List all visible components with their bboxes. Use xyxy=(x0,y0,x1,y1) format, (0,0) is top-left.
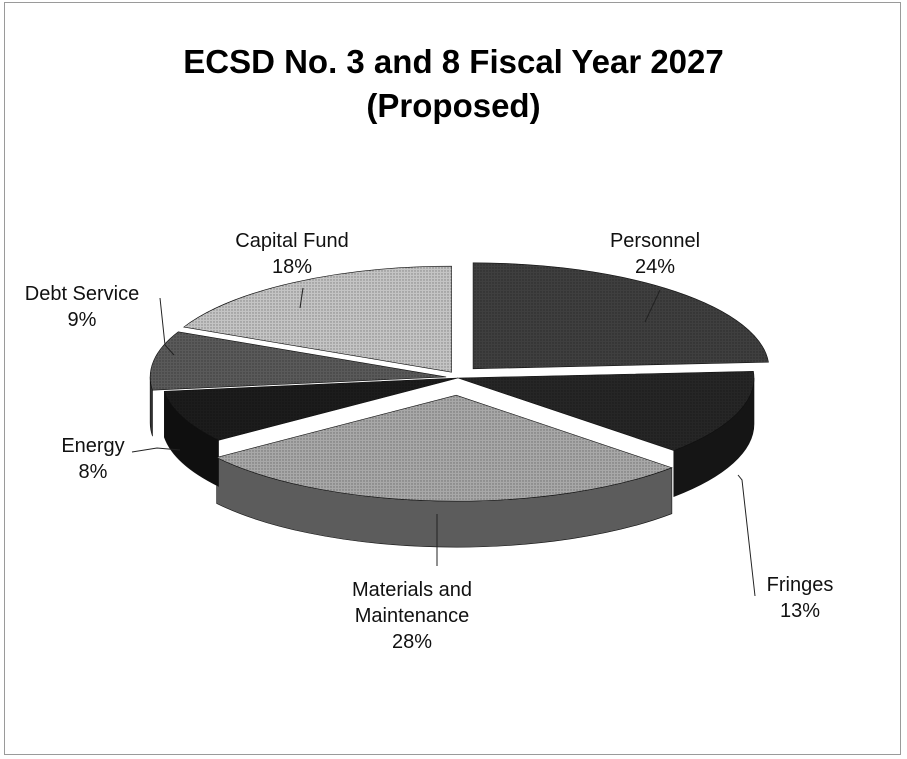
data-label-energy: Energy 8% xyxy=(61,435,124,483)
data-label-debt-service: Debt Service 9% xyxy=(25,283,140,331)
data-label-materials-and-maintenance: Materials and Maintenance 28% xyxy=(352,579,472,653)
data-label-capital-fund: Capital Fund 18% xyxy=(235,230,348,278)
leader-line-fringes xyxy=(737,474,756,597)
pie-slice-texture xyxy=(473,262,769,369)
leader-line-debt-service xyxy=(159,297,175,356)
leader-lines xyxy=(131,287,756,597)
pie-slice-texture xyxy=(150,331,447,391)
leader-line-energy xyxy=(131,447,181,453)
pie-slice-texture xyxy=(458,371,754,451)
chart-title: ECSD No. 3 and 8 Fiscal Year 2027 xyxy=(183,43,724,80)
leader-line-personnel xyxy=(644,289,661,323)
slice-labels: Personnel 24% Fringes 13% Materials and Maint… xyxy=(25,230,834,653)
pie-slice-texture xyxy=(164,378,458,441)
leader-line-capital-fund xyxy=(299,287,304,309)
pie-tops xyxy=(149,262,769,502)
data-label-fringes: Fringes 13% xyxy=(767,574,834,622)
pie-slice-texture xyxy=(216,395,672,502)
data-label-personnel: Personnel 24% xyxy=(610,230,700,278)
chart-subtitle: (Proposed) xyxy=(366,87,541,124)
pie-slice-texture xyxy=(183,266,452,373)
